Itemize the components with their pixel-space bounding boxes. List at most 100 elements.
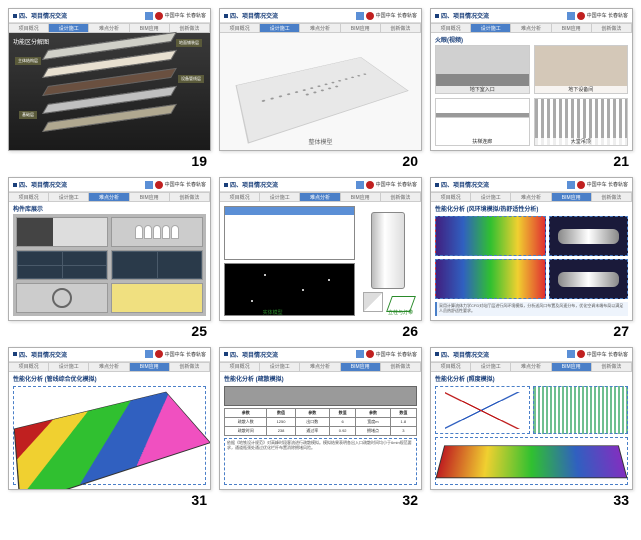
slide-content: 整体模型 xyxy=(220,33,421,150)
tab-bar: 项目概况 设计施工 难点分析 BIM应用 创新做法 xyxy=(220,23,421,33)
slide-number: 26 xyxy=(219,321,422,339)
tab[interactable]: 设计施工 xyxy=(49,362,89,372)
tab[interactable]: BIM应用 xyxy=(341,362,381,372)
slide-33[interactable]: 四、项目情况交流 中国中车 长春轨客 项目概况 设计施工 难点分析 BIM应用 … xyxy=(430,347,633,490)
tab[interactable]: 设计施工 xyxy=(260,362,300,372)
slide-wrap-25: 四、项目情况交流 中国中车 长春轨客 项目概况 设计施工 难点分析 BIM应用 … xyxy=(8,177,211,338)
tab[interactable]: 创新做法 xyxy=(381,23,421,33)
slide-27[interactable]: 四、项目情况交流 中国中车 长春轨客 项目概况 设计施工 难点分析 BIM应用 … xyxy=(430,177,633,320)
slide-grid: 四、项目情况交流 中国中车 长春轨客 项目概况 设计施工 难点分析 BIM应用 … xyxy=(0,0,641,516)
tab[interactable]: BIM应用 xyxy=(341,23,381,33)
slide-number: 33 xyxy=(430,490,633,508)
tab-bar: 项目概况 设计施工 难点分析 BIM应用 创新做法 xyxy=(431,362,632,372)
subtitle: 性能化分析 (风环境模拟/热舒适性分析) xyxy=(435,204,538,213)
slide-wrap-21: 四、项目情况交流 中国中车 长春轨客 项目概况 设计施工 难点分析 BIM应用 … xyxy=(430,8,633,169)
slide-content: 火眼(视频) 地下室入口 地下设备间 扶梯连廊 大堂吊顶 xyxy=(431,33,632,150)
tab[interactable]: 设计施工 xyxy=(260,192,300,202)
tab[interactable]: BIM应用 xyxy=(552,192,592,202)
logo: 中国中车 长春轨客 xyxy=(356,181,417,189)
tab[interactable]: 项目概况 xyxy=(431,23,471,33)
tab[interactable]: 创新做法 xyxy=(381,362,421,372)
tab[interactable]: 项目概况 xyxy=(220,362,260,372)
tab[interactable]: 难点分析 xyxy=(300,192,340,202)
tab[interactable]: 项目概况 xyxy=(9,362,49,372)
slide-header: 四、项目情况交流 中国中车 长春轨客 xyxy=(9,178,210,192)
tab[interactable]: BIM应用 xyxy=(552,23,592,33)
slide-header: 四、项目情况交流 中国中车 长春轨客 xyxy=(220,348,421,362)
tab[interactable]: 创新做法 xyxy=(381,192,421,202)
tab[interactable]: 项目概况 xyxy=(9,23,49,33)
slide-21[interactable]: 四、项目情况交流 中国中车 长春轨客 项目概况 设计施工 难点分析 BIM应用 … xyxy=(430,8,633,151)
slide-header: 四、项目情况交流 中国中车 长春轨客 xyxy=(220,9,421,23)
subtitle: 构件库展示 xyxy=(13,204,43,213)
tab-bar: 项目概况 设计施工 难点分析 BIM应用 创新做法 xyxy=(9,362,210,372)
slide-31[interactable]: 四、项目情况交流 中国中车 长春轨客 项目概况 设计施工 难点分析 BIM应用 … xyxy=(8,347,211,490)
logo: 中国中车 长春轨客 xyxy=(356,350,417,358)
tab[interactable]: 难点分析 xyxy=(89,23,129,33)
header-title: 四、项目情况交流 xyxy=(13,180,67,189)
tab[interactable]: 难点分析 xyxy=(511,192,551,202)
tab[interactable]: 难点分析 xyxy=(300,23,340,33)
tab[interactable]: BIM应用 xyxy=(552,362,592,372)
tab-bar: 项目概况 设计施工 难点分析 BIM应用 创新做法 xyxy=(9,192,210,202)
slide-wrap-27: 四、项目情况交流 中国中车 长春轨客 项目概况 设计施工 难点分析 BIM应用 … xyxy=(430,177,633,338)
note-text: 采用计算流体力学CFD对站厅层进行风环境模拟，分析送风口布置及风速分布，优化空调… xyxy=(435,302,628,316)
logo: 中国中车 长春轨客 xyxy=(567,12,628,20)
tab[interactable]: 项目概况 xyxy=(220,23,260,33)
slide-header: 四、项目情况交流 中国中车 长春轨客 xyxy=(431,9,632,23)
tab[interactable]: 难点分析 xyxy=(300,362,340,372)
header-title: 四、项目情况交流 xyxy=(435,180,489,189)
logo: 中国中车 长春轨客 xyxy=(145,12,206,20)
slide-wrap-20: 四、项目情况交流 中国中车 长春轨客 项目概况 设计施工 难点分析 BIM应用 … xyxy=(219,8,422,169)
slide-25[interactable]: 四、项目情况交流 中国中车 长春轨客 项目概况 设计施工 难点分析 BIM应用 … xyxy=(8,177,211,320)
tab[interactable]: 难点分析 xyxy=(89,362,129,372)
tab[interactable]: BIM应用 xyxy=(130,362,170,372)
slide-20[interactable]: 四、项目情况交流 中国中车 长春轨客 项目概况 设计施工 难点分析 BIM应用 … xyxy=(219,8,422,151)
header-title: 四、项目情况交流 xyxy=(224,11,278,20)
subtitle: 性能化分析 (管线综合优化模拟) xyxy=(13,374,97,383)
header-title: 四、项目情况交流 xyxy=(224,180,278,189)
tab[interactable]: 设计施工 xyxy=(471,192,511,202)
slide-wrap-33: 四、项目情况交流 中国中车 长春轨客 项目概况 设计施工 难点分析 BIM应用 … xyxy=(430,347,633,508)
tab[interactable]: 创新做法 xyxy=(592,192,632,202)
subtitle: 功能区分解图 xyxy=(13,37,49,46)
tab[interactable]: 设计施工 xyxy=(471,23,511,33)
tab-bar: 项目概况 设计施工 难点分析 BIM应用 创新做法 xyxy=(220,192,421,202)
tab[interactable]: 项目概况 xyxy=(9,192,49,202)
logo: 中国中车 长春轨客 xyxy=(567,181,628,189)
slide-32[interactable]: 四、项目情况交流 中国中车 长春轨客 项目概况 设计施工 难点分析 BIM应用 … xyxy=(219,347,422,490)
tab[interactable]: 项目概况 xyxy=(431,362,471,372)
slide-number: 32 xyxy=(219,490,422,508)
header-title: 四、项目情况交流 xyxy=(435,11,489,20)
tab[interactable]: 项目概况 xyxy=(431,192,471,202)
header-title: 四、项目情况交流 xyxy=(13,11,67,20)
tab[interactable]: BIM应用 xyxy=(130,23,170,33)
tab[interactable]: 创新做法 xyxy=(170,362,210,372)
slide-number: 25 xyxy=(8,321,211,339)
slide-wrap-19: 四、项目情况交流 中国中车 长春轨客 项目概况 设计施工 难点分析 BIM应用 … xyxy=(8,8,211,169)
tab[interactable]: 项目概况 xyxy=(220,192,260,202)
slide-content: 性能化分析 (照度模拟) xyxy=(431,372,632,489)
tab[interactable]: 创新做法 xyxy=(170,192,210,202)
line-chart xyxy=(435,386,530,434)
tab[interactable]: 设计施工 xyxy=(260,23,300,33)
tab-bar: 项目概况 设计施工 难点分析 BIM应用 创新做法 xyxy=(220,362,421,372)
slide-19[interactable]: 四、项目情况交流 中国中车 长春轨客 项目概况 设计施工 难点分析 BIM应用 … xyxy=(8,8,211,151)
tab[interactable]: 设计施工 xyxy=(49,192,89,202)
tab[interactable]: 创新做法 xyxy=(592,362,632,372)
bar-chart xyxy=(533,386,628,434)
tab[interactable]: BIM应用 xyxy=(130,192,170,202)
slide-content: 性能化分析 (管线综合优化模拟) xyxy=(9,372,210,489)
tab[interactable]: 难点分析 xyxy=(511,362,551,372)
slide-content: 性能化分析 (风环境模拟/热舒适性分析) 采用计算流体力学CFD对站厅层进行风环… xyxy=(431,202,632,319)
tab[interactable]: BIM应用 xyxy=(341,192,381,202)
tab[interactable]: 创新做法 xyxy=(592,23,632,33)
tab[interactable]: 难点分析 xyxy=(89,192,129,202)
slide-content: 构件库展示 xyxy=(9,202,210,319)
tab[interactable]: 难点分析 xyxy=(511,23,551,33)
subtitle: 火眼(视频) xyxy=(435,35,463,44)
tab[interactable]: 设计施工 xyxy=(471,362,511,372)
slide-26[interactable]: 四、项目情况交流 中国中车 长春轨客 项目概况 设计施工 难点分析 BIM应用 … xyxy=(219,177,422,320)
slide-wrap-26: 四、项目情况交流 中国中车 长春轨客 项目概况 设计施工 难点分析 BIM应用 … xyxy=(219,177,422,338)
tab[interactable]: 设计施工 xyxy=(49,23,89,33)
